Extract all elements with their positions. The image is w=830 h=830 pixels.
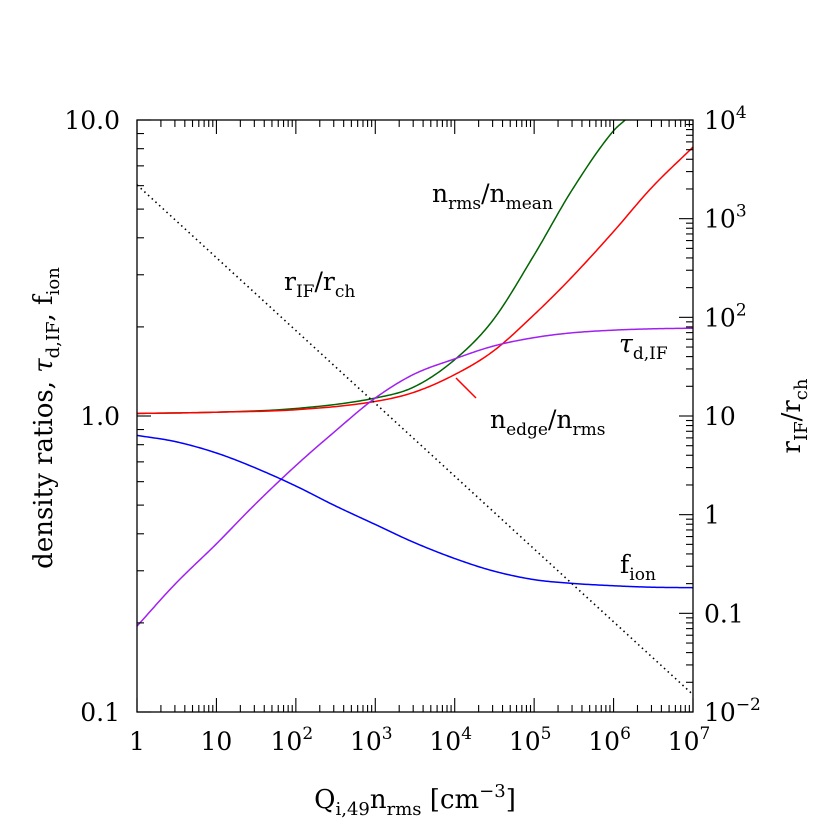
label-part: 4 (736, 103, 747, 123)
label-part: 10 (350, 727, 382, 756)
label-part: ch (791, 378, 812, 400)
label-part: 0.1 (80, 698, 120, 727)
label-part: 0.1 (704, 599, 744, 628)
series-line-n_rms_over_n_mean (137, 120, 626, 415)
label-part: d,IF (633, 344, 668, 364)
series-label-f_ion: fion (620, 550, 656, 585)
label-part: τ (619, 329, 634, 358)
text-layer: 1 10 102 103 104 105 106 1070.11.010.010−20.111… (29, 103, 812, 820)
x-tick-label: 104 (429, 724, 472, 756)
y-right-tick-label: 10−2 (704, 695, 761, 727)
series-label-r_IF_over_r_ch: rIF/rch (284, 267, 355, 302)
series-label-n_rms_over_n_mean: nrms/nmean (432, 179, 553, 214)
label-part: f (620, 550, 631, 579)
label-part: IF (791, 421, 812, 441)
label-part: /r (314, 267, 334, 296)
y-left-axis-title: density ratios, τd,IF, fion (29, 267, 64, 569)
label-part: 10 (429, 727, 461, 756)
x-tick-label: 105 (509, 724, 552, 756)
y-left-tick-label: 0.1 (80, 698, 120, 727)
y-right-tick-label: 102 (704, 300, 747, 332)
label-part: 10 (704, 303, 736, 332)
label-part: 10.0 (64, 106, 120, 135)
label-part: 10 (271, 727, 303, 756)
y-right-tick-label: 103 (704, 202, 747, 234)
label-part: n (490, 405, 506, 434)
series-label-tau_d_IF: τd,IF (619, 329, 668, 364)
x-tick-label: 107 (668, 724, 711, 756)
label-part: 3 (736, 202, 747, 222)
label-part: i,49 (335, 799, 369, 820)
label-part: IF (296, 282, 315, 302)
label-part: d,IF (43, 322, 64, 359)
series-label-n_edge_over_n_rms: nedge/nrms (490, 405, 606, 440)
plot-frame (136, 119, 694, 713)
label-part: /r (777, 400, 807, 422)
curves-layer (137, 120, 693, 696)
y-left-tick-label: 10.0 (64, 106, 120, 135)
x-tick-label: 103 (350, 724, 393, 756)
label-part: edge (506, 420, 548, 440)
label-part: 10 (704, 698, 736, 727)
edge-label-leader (455, 377, 477, 399)
label-part: /n (481, 179, 506, 208)
label-part: 10 (704, 205, 736, 234)
series-line-tau_d_IF (137, 327, 693, 627)
y-right-tick-label: 10 (704, 402, 736, 431)
y-right-tick-label: 0.1 (704, 599, 744, 628)
label-part: r (284, 267, 296, 296)
x-tick-label: 1 (129, 727, 145, 756)
label-part: density ratios, (29, 373, 59, 569)
label-part: 10 (704, 402, 736, 431)
label-part: 10 (201, 727, 233, 756)
label-part: n (370, 785, 387, 815)
label-part: 5 (541, 724, 552, 744)
y-right-tick-label: 1 (704, 501, 720, 530)
series-line-n_edge_over_n_rms (137, 146, 693, 415)
label-part: 7 (699, 724, 710, 744)
label-part: ion (43, 267, 64, 296)
label-part: rms (573, 420, 606, 440)
label-part: ion (629, 565, 656, 585)
label-part: 2 (302, 724, 313, 744)
y-left-tick-label: 1.0 (80, 402, 120, 431)
label-part: n (432, 179, 448, 208)
label-part: 1.0 (80, 402, 120, 431)
label-part: τ (29, 358, 59, 373)
y-right-axis-title: rIF/rch (777, 378, 812, 453)
series-line-r_IF_over_r_ch (137, 184, 693, 696)
label-part: ] (506, 785, 516, 815)
label-part: mean (506, 194, 553, 214)
label-part: 2 (736, 300, 747, 320)
x-tick-label: 10 (201, 727, 233, 756)
x-tick-label: 102 (271, 724, 314, 756)
label-part: 10 (668, 727, 700, 756)
label-part: [cm (422, 785, 480, 815)
label-part: , f (29, 293, 59, 322)
series-line-f_ion (137, 434, 693, 589)
label-part: 10 (588, 727, 620, 756)
label-part: 4 (461, 724, 472, 744)
label-part: 10 (704, 106, 736, 135)
x-axis-title: Qi,49nrms [cm−3] (314, 781, 516, 820)
label-part: 10 (509, 727, 541, 756)
label-part: −3 (479, 781, 506, 802)
label-part: 3 (382, 724, 393, 744)
y-right-tick-label: 104 (704, 103, 747, 135)
x-tick-label: 106 (588, 724, 631, 756)
label-part: r (777, 440, 807, 453)
label-part: −2 (736, 695, 761, 715)
label-part: 1 (129, 727, 145, 756)
label-part: rms (387, 799, 422, 820)
label-part: Q (314, 785, 335, 815)
label-part: ch (335, 282, 356, 302)
label-part: rms (448, 194, 481, 214)
label-part: 1 (704, 501, 720, 530)
label-part: 6 (620, 724, 631, 744)
ticks-layer (136, 119, 694, 713)
label-part: /n (548, 405, 573, 434)
